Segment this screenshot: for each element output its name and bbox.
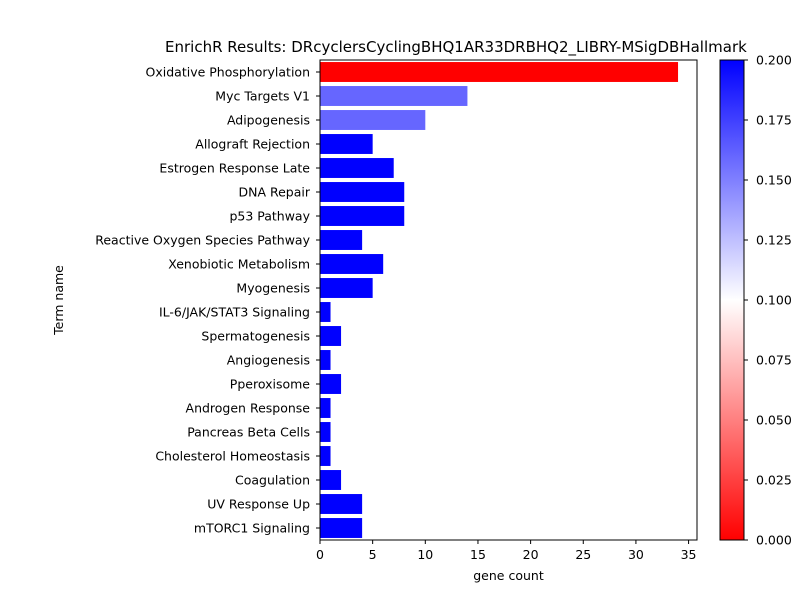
y-tick-label: UV Response Up	[207, 497, 310, 512]
y-tick-label: Coagulation	[235, 473, 310, 488]
y-tick-label: Xenobiotic Metabolism	[168, 257, 310, 272]
colorbar-tick-label: 0.050	[756, 413, 792, 428]
bar	[320, 134, 373, 154]
x-tick-label: 10	[417, 547, 433, 562]
y-tick-label: Oxidative Phosphorylation	[146, 65, 310, 80]
colorbar-tick-label: 0.150	[756, 173, 792, 188]
bar	[320, 470, 342, 490]
chart-title: EnrichR Results: DRcyclersCyclingBHQ1AR3…	[165, 38, 747, 57]
y-tick-label: Pperoxisome	[230, 377, 310, 392]
bar	[320, 206, 405, 226]
y-tick-label: DNA Repair	[238, 185, 310, 200]
bar	[320, 62, 679, 82]
bar	[320, 494, 363, 514]
y-tick-label: Pancreas Beta Cells	[187, 425, 310, 440]
y-tick-label: p53 Pathway	[229, 209, 310, 224]
x-tick-label: 35	[681, 547, 697, 562]
bar	[320, 518, 363, 538]
x-tick-label: 20	[523, 547, 539, 562]
x-tick-label: 30	[628, 547, 644, 562]
bar	[320, 422, 331, 442]
bar	[320, 110, 426, 130]
x-axis-title: gene count	[473, 568, 544, 583]
bar	[320, 254, 384, 274]
y-tick-label: Spermatogenesis	[201, 329, 310, 344]
y-tick-label: Angiogenesis	[227, 353, 310, 368]
y-axis: Oxidative Phosphorylation Myc Targets V1 A…	[95, 65, 320, 536]
colorbar-tick-label: 0.100	[756, 293, 792, 308]
colorbar-axis: 0.000 0.025 0.050 0.075 0.100 0.125 0.150 0.175…	[744, 53, 792, 548]
x-tick-label: 5	[369, 547, 377, 562]
y-tick-label: Myc Targets V1	[215, 89, 310, 104]
x-tick-label: 15	[470, 547, 486, 562]
bar	[320, 278, 373, 298]
x-tick-label: 25	[575, 547, 591, 562]
y-axis-title: Term name	[51, 265, 66, 336]
colorbar-tick-label: 0.075	[756, 353, 792, 368]
bar	[320, 326, 342, 346]
plot-frame	[319, 59, 698, 541]
bar	[320, 446, 331, 466]
x-axis: 0 5 10 15 20 25 30 35	[316, 540, 697, 562]
bar	[320, 86, 468, 106]
bar	[320, 398, 331, 418]
y-tick-label: Cholesterol Homeostasis	[155, 449, 310, 464]
colorbar-tick-label: 0.025	[756, 473, 792, 488]
bar	[320, 182, 405, 202]
plot-area	[320, 62, 679, 538]
colorbar-tick-label: 0.125	[756, 233, 792, 248]
colorbar-tick-label: 0.175	[756, 113, 792, 128]
bar	[320, 230, 363, 250]
x-tick-label: 0	[316, 547, 324, 562]
bar	[320, 350, 331, 370]
y-tick-label: Estrogen Response Late	[159, 161, 310, 176]
y-tick-label: IL-6/JAK/STAT3 Signaling	[159, 305, 310, 320]
bar	[320, 302, 331, 322]
y-tick-label: Allograft Rejection	[195, 137, 310, 152]
bar	[320, 158, 394, 178]
y-tick-label: mTORC1 Signaling	[194, 521, 310, 536]
y-tick-label: Myogenesis	[236, 281, 310, 296]
colorbar	[719, 59, 745, 541]
y-tick-label: Androgen Response	[186, 401, 311, 416]
colorbar-tick-label: 0.000	[756, 533, 792, 548]
y-tick-label: Adipogenesis	[227, 113, 310, 128]
bar	[320, 374, 342, 394]
colorbar-tick-label: 0.200	[756, 53, 792, 68]
y-tick-label: Reactive Oxygen Species Pathway	[95, 233, 310, 248]
